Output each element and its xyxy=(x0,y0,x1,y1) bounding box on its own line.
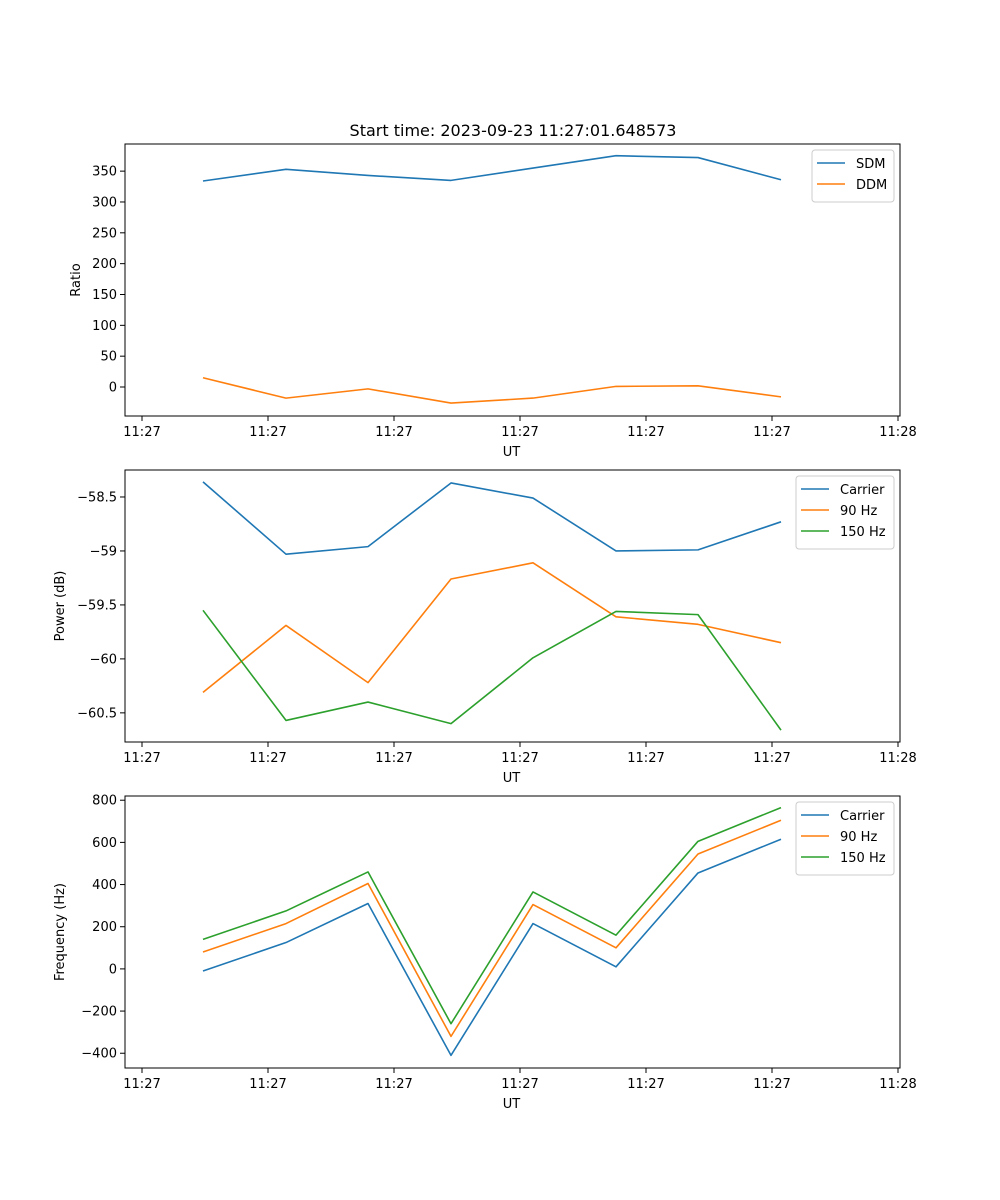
panel-2: 11:27 11:27 11:27 11:27 11:27 11:27 11:28 −58.5… xyxy=(53,469,917,786)
y-tick-label: −59.5 xyxy=(77,598,117,613)
series-line-carrier xyxy=(202,481,782,555)
x-tick-label: 11:27 xyxy=(627,1077,664,1092)
y-tick-label: 0 xyxy=(109,381,117,396)
y-tick-label: 200 xyxy=(92,920,117,935)
x-axis-label: UT xyxy=(503,1097,521,1112)
x-tick-label: 11:27 xyxy=(753,751,790,766)
x-tick-label: 11:27 xyxy=(123,425,160,440)
y-ticks: −58.5 −59 −59.5 −60 −60.5 xyxy=(77,490,125,721)
x-axis-label: UT xyxy=(503,771,521,786)
y-axis-label: Power (dB) xyxy=(53,571,68,642)
y-tick-label: 300 xyxy=(92,195,117,210)
axes-frame xyxy=(124,795,901,1069)
legend-label: 150 Hz xyxy=(840,525,886,540)
x-tick-label: 11:27 xyxy=(753,1077,790,1092)
x-tick-label: 11:27 xyxy=(627,751,664,766)
x-tick-label: 11:28 xyxy=(879,1077,916,1092)
series-line-150-hz xyxy=(202,806,782,1025)
y-tick-label: 0 xyxy=(109,962,117,977)
legend-label: 150 Hz xyxy=(840,851,886,866)
x-tick-label: 11:27 xyxy=(375,1077,412,1092)
y-tick-label: 250 xyxy=(92,226,117,241)
x-ticks: 11:27 11:27 11:27 11:27 11:27 11:27 11:28 xyxy=(123,1068,917,1092)
legend: Carrier 90 Hz 150 Hz xyxy=(795,801,895,876)
y-tick-label: −60.5 xyxy=(77,706,117,721)
panel-1: 11:27 11:27 11:27 11:27 11:27 11:27 11:28 0 50 10… xyxy=(69,143,917,460)
x-tick-label: 11:27 xyxy=(501,751,538,766)
series-line-sdm xyxy=(202,154,782,182)
axes-frame xyxy=(124,143,901,417)
y-tick-label: −60 xyxy=(90,652,117,667)
legend-label: 90 Hz xyxy=(840,504,877,519)
x-tick-label: 11:27 xyxy=(249,1077,286,1092)
y-tick-label: 150 xyxy=(92,288,117,303)
x-tick-label: 11:27 xyxy=(123,751,160,766)
legend-label: SDM xyxy=(856,157,885,172)
y-tick-label: 600 xyxy=(92,836,117,851)
y-ticks: 800 600 400 200 0 −200 −400 xyxy=(81,794,125,1062)
x-tick-label: 11:27 xyxy=(501,1077,538,1092)
y-tick-label: −58.5 xyxy=(77,490,117,505)
x-ticks: 11:27 11:27 11:27 11:27 11:27 11:27 11:28 xyxy=(123,416,917,440)
y-tick-label: 400 xyxy=(92,878,117,893)
x-ticks: 11:27 11:27 11:27 11:27 11:27 11:27 11:28 xyxy=(123,742,917,766)
axes-frame xyxy=(124,469,901,743)
panel-3: 11:27 11:27 11:27 11:27 11:27 11:27 11:28 800 60… xyxy=(53,794,917,1112)
y-ticks: 0 50 100 150 200 250 300 350 xyxy=(92,165,125,396)
y-tick-label: 100 xyxy=(92,319,117,334)
figure-title: Start time: 2023-09-23 11:27:01.648573 xyxy=(350,121,677,140)
series-line-90-hz xyxy=(202,819,782,1038)
x-tick-label: 11:27 xyxy=(627,425,664,440)
x-tick-label: 11:27 xyxy=(123,1077,160,1092)
legend-label: Carrier xyxy=(840,483,885,498)
y-tick-label: −200 xyxy=(81,1005,117,1020)
y-tick-label: 200 xyxy=(92,257,117,272)
y-tick-label: 800 xyxy=(92,794,117,809)
x-tick-label: 11:27 xyxy=(249,425,286,440)
y-axis-label: Frequency (Hz) xyxy=(53,883,68,981)
series-line-carrier xyxy=(202,838,782,1057)
y-tick-label: −400 xyxy=(81,1047,117,1062)
series-line-150-hz xyxy=(202,609,782,731)
legend-label: DDM xyxy=(856,178,887,193)
x-tick-label: 11:27 xyxy=(753,425,790,440)
x-tick-label: 11:28 xyxy=(879,751,916,766)
legend: Carrier 90 Hz 150 Hz xyxy=(795,475,895,550)
y-tick-label: −59 xyxy=(90,544,117,559)
legend: SDM DDM xyxy=(811,149,895,203)
y-axis-label: Ratio xyxy=(69,263,84,296)
legend-label: Carrier xyxy=(840,809,885,824)
x-axis-label: UT xyxy=(503,445,521,460)
x-tick-label: 11:27 xyxy=(375,751,412,766)
legend-label: 90 Hz xyxy=(840,830,877,845)
x-tick-label: 11:28 xyxy=(879,425,916,440)
y-tick-label: 350 xyxy=(92,165,117,180)
x-tick-label: 11:27 xyxy=(501,425,538,440)
x-tick-label: 11:27 xyxy=(249,751,286,766)
y-tick-label: 50 xyxy=(100,350,117,365)
series-line-ddm xyxy=(202,376,782,404)
x-tick-label: 11:27 xyxy=(375,425,412,440)
series-line-90-hz xyxy=(202,562,782,693)
